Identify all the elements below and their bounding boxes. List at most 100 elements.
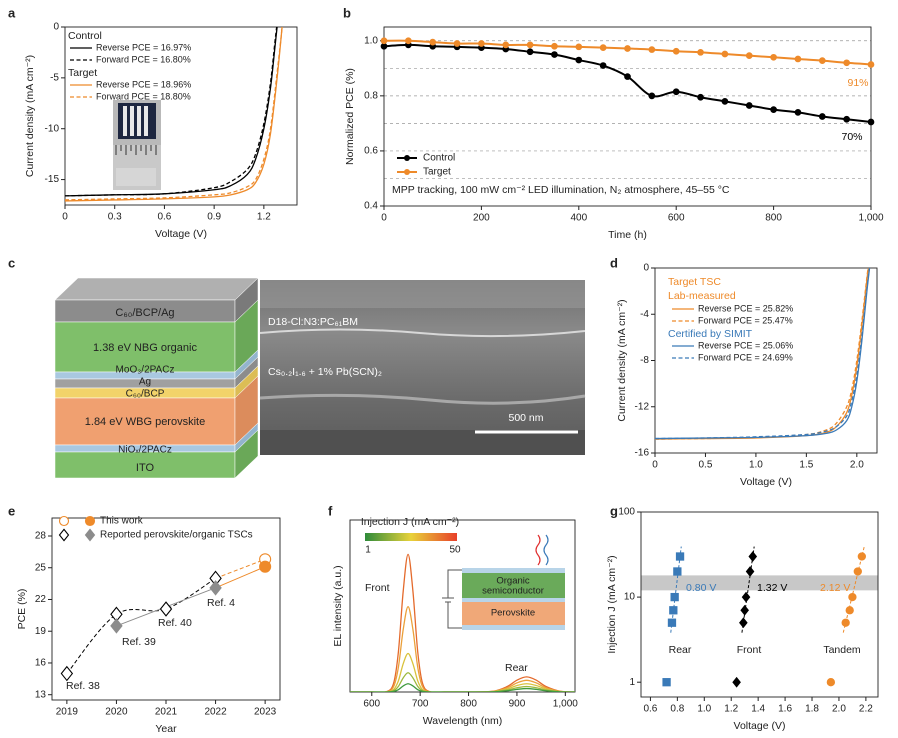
y-tick-label: 19: [35, 626, 47, 637]
marker: [818, 113, 826, 120]
annotation: Ref. 4: [207, 597, 235, 609]
marker: [843, 115, 851, 123]
y-axis-label: PCE (%): [16, 589, 28, 630]
y-tick-label: -15: [45, 174, 60, 185]
panel-label: a: [8, 5, 16, 20]
inset-label: semiconductor: [482, 586, 544, 597]
legend-text: Forward PCE = 18.80%: [96, 91, 191, 101]
y-tick-label: -10: [45, 123, 60, 134]
chart: 2019 2020 2021 2022 2023 13 16 19 22 25 28 Year PCE …: [16, 516, 281, 735]
fit-label: 1.32 V: [757, 582, 787, 594]
annotation: Rear: [505, 662, 528, 674]
y-tick-label: 0.8: [364, 90, 378, 101]
fit-label: 2.12 V: [820, 582, 850, 594]
fit-label: 0.80 V: [686, 582, 716, 594]
x-tick-label: 0.6: [157, 212, 171, 223]
marker: [159, 601, 173, 617]
marker: [405, 37, 412, 45]
marker: [770, 53, 777, 61]
panel-label: e: [8, 503, 15, 518]
legend-text: Target: [68, 67, 97, 79]
series-line: [65, 27, 278, 197]
marker: [675, 552, 685, 561]
marker: [551, 51, 558, 58]
marker: [526, 48, 534, 56]
series-label: Tandem: [823, 644, 861, 656]
marker: [662, 678, 671, 687]
marker: [853, 567, 862, 576]
y-tick-label: -16: [635, 448, 650, 459]
legend-text: Reported perovskite/organic TSCs: [100, 530, 253, 541]
y-axis-label: Current density (mA cm⁻²): [24, 55, 36, 177]
el-inset: [442, 534, 565, 630]
legend-text: Target TSC: [668, 276, 721, 288]
marker: [58, 528, 70, 542]
connector-line: [215, 566, 266, 589]
plot-frame: [383, 26, 872, 207]
colorbar-title: Injection J (mA cm⁻²): [361, 516, 459, 528]
marker: [857, 552, 866, 561]
legend-text: Control: [68, 30, 102, 42]
y-tick-label: -4: [640, 309, 649, 320]
micrograph-label: D18-Cl:N3:PC₆₁BM: [268, 316, 358, 328]
series-lines: [655, 268, 871, 440]
x-tick-label: 0: [381, 213, 387, 224]
panel-label: f: [328, 503, 333, 518]
marker: [794, 55, 802, 63]
marker: [672, 47, 680, 55]
y-axis-label: EL intensity (a.u.): [332, 565, 344, 646]
highlight-band: [641, 575, 878, 591]
x-tick-label: 0.8: [670, 704, 684, 715]
x-tick-label: 0: [62, 212, 68, 223]
x-axis-label: Voltage (V): [734, 720, 786, 732]
legend-text: Reverse PCE = 25.06%: [698, 340, 793, 350]
y-tick-label: 100: [618, 507, 635, 518]
panel-label: c: [8, 255, 15, 270]
marker: [599, 44, 607, 52]
marker: [575, 43, 583, 51]
y-tick-label: 28: [35, 531, 47, 542]
series-line: [350, 672, 575, 692]
chart: 600 700 800 900 1,000 Wavelength (nm) EL inten…: [332, 516, 578, 727]
series-label: Front: [737, 644, 762, 656]
legend-text: Target: [423, 167, 451, 178]
marker: [745, 102, 753, 109]
marker: [453, 40, 461, 47]
series-line: [350, 652, 575, 692]
marker: [745, 566, 755, 577]
x-tick-label: 1,000: [553, 699, 578, 710]
marker: [667, 618, 677, 627]
annotation: Ref. 40: [158, 617, 192, 629]
marker: [259, 560, 272, 573]
y-tick-label: -5: [50, 72, 59, 83]
y-tick-label: 0: [53, 22, 59, 33]
y-tick-label: -8: [640, 355, 649, 366]
series-lines: [65, 27, 283, 202]
layer-label: C₆₀/BCP: [126, 389, 165, 400]
plot-frame: [640, 511, 879, 698]
legend-text: Reverse PCE = 25.82%: [698, 303, 793, 313]
x-tick-label: 1.0: [749, 460, 763, 471]
x-tick-label: 1.6: [778, 704, 792, 715]
x-tick-label: 1.0: [697, 704, 711, 715]
x-tick-label: 1.4: [751, 704, 765, 715]
y-tick-label: 0.4: [364, 201, 378, 212]
y-axis-label: Normalized PCE (%): [344, 68, 356, 165]
micrograph: [259, 280, 586, 455]
y-axis-label: Injection J (mA cm⁻²): [606, 555, 618, 653]
y-tick-label: 1.0: [364, 35, 378, 46]
colorbar: [365, 533, 457, 541]
chart: 0 200 400 600 800 1,000 0.4 0.6 0.8 1.0 Time (h) No…: [344, 26, 884, 241]
device-photo: [113, 100, 161, 190]
marker: [848, 592, 857, 602]
y-tick-label: 22: [35, 594, 47, 605]
marker: [741, 591, 751, 603]
marker: [624, 45, 631, 52]
x-axis-label: Wavelength (nm): [423, 715, 503, 727]
scale-bar-label: 500 nm: [508, 412, 543, 424]
layer-label: MoO₃/2PACz: [116, 365, 175, 376]
panel-label: g: [610, 503, 618, 518]
chart: 0 0.5 1.0 1.5 2.0 -16 -12 -8 -4 0 Voltage (V) Curre…: [616, 263, 878, 488]
marker: [794, 109, 802, 116]
